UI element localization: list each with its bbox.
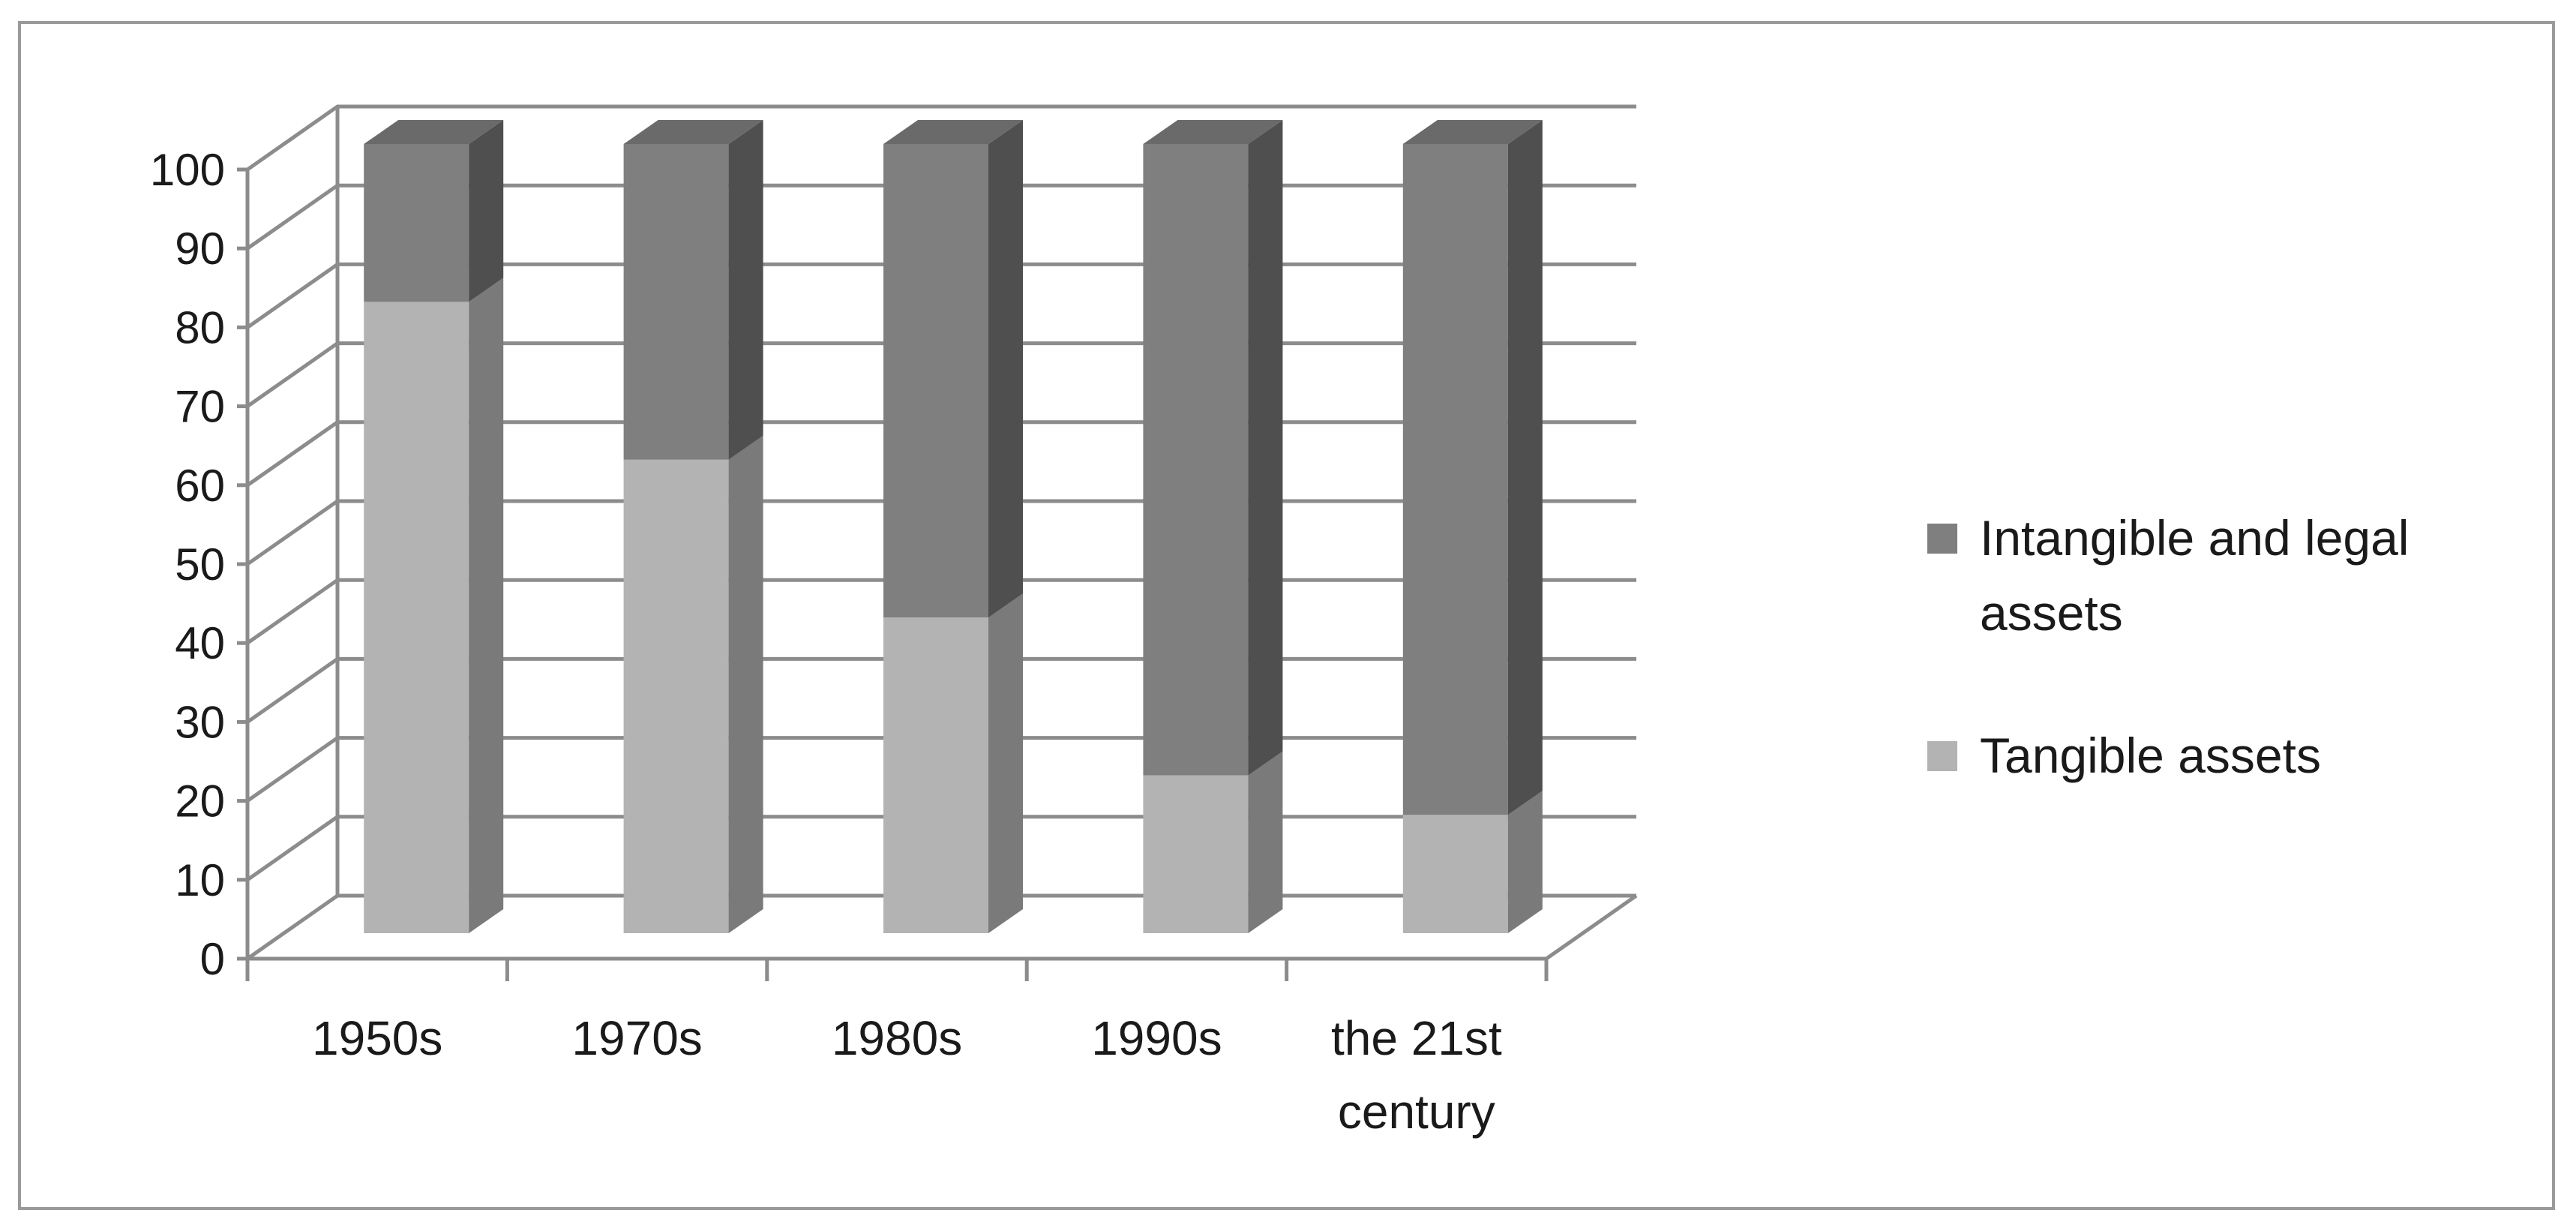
y-tick-label: 60 (175, 461, 225, 511)
bar-side (1507, 120, 1543, 815)
bar-top (364, 120, 504, 144)
floor-right-edge (1545, 893, 1638, 961)
y-tick-label: 50 (175, 539, 225, 590)
bar-side (469, 120, 504, 302)
bar-side (469, 278, 504, 933)
y-tick-label: 0 (200, 934, 225, 984)
y-tick-label: 70 (175, 382, 225, 432)
bar-intangible (883, 144, 988, 618)
bar-side (1507, 791, 1543, 933)
bar-tangible (1402, 815, 1508, 933)
x-category-label-line: 1980s (832, 1011, 962, 1065)
y-tick-label: 10 (175, 855, 225, 905)
legend-label: Tangible assets (1980, 728, 2321, 783)
bar-intangible (364, 144, 469, 302)
x-category-label-line: the 21st (1331, 1011, 1502, 1065)
x-category-label-line: century (1338, 1085, 1495, 1139)
bar-side (1248, 751, 1283, 933)
legend-label-line: Tangible assets (1980, 728, 2321, 783)
bar-side (728, 435, 763, 933)
y-tick-label: 20 (175, 776, 225, 827)
bar-side (728, 120, 763, 460)
bar-side (988, 120, 1023, 618)
x-category-label-line: 1950s (312, 1011, 442, 1065)
x-category-label: 1980s (832, 1011, 962, 1065)
bar-intangible (623, 144, 729, 460)
legend-label-line: Intangible and legal (1980, 510, 2409, 566)
bar-intangible (1143, 144, 1249, 776)
bar-side (1248, 120, 1283, 776)
x-category-label: the 21st century (1331, 1011, 1502, 1139)
y-tick-label: 90 (175, 224, 225, 274)
y-tick-label: 40 (175, 618, 225, 668)
y-tick-label: 100 (150, 145, 225, 195)
bar-top (883, 120, 1023, 144)
legend-label: Intangible and legal assets (1980, 510, 2409, 641)
x-category-label: 1970s (571, 1011, 702, 1065)
y-tick-label: 30 (175, 697, 225, 747)
legend-swatch (1927, 741, 1957, 771)
y-tick-label: 80 (175, 302, 225, 353)
bar-tangible (883, 617, 988, 933)
bar-top (1143, 120, 1283, 144)
x-category-label-line: 1970s (571, 1011, 702, 1065)
legend-swatch (1927, 524, 1957, 554)
bar-top (623, 120, 763, 144)
x-category-label: 1990s (1091, 1011, 1222, 1065)
legend-label-line: assets (1980, 585, 2123, 641)
x-category-label-line: 1990s (1091, 1011, 1222, 1065)
bar-tangible (1143, 775, 1249, 933)
bar-tangible (623, 459, 729, 933)
x-category-label: 1950s (312, 1011, 442, 1065)
bar-side (988, 593, 1023, 933)
bar-top (1402, 120, 1543, 144)
bar-intangible (1402, 144, 1508, 815)
bar-tangible (364, 302, 469, 933)
